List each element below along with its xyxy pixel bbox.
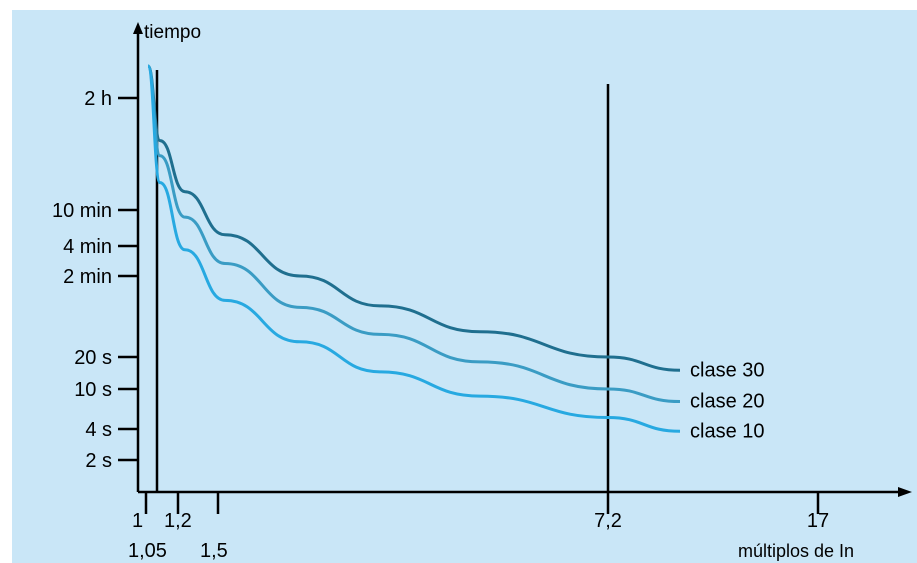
x-tick-label: 1 [132,510,143,532]
series-line [146,64,681,404]
x-axis-label: múltiplos de In [738,541,854,561]
y-tick-label: 2 min [63,266,112,288]
y-axis-arrow [133,22,143,34]
x-ticks: 1 1,05 1,2 1,5 7,2 17 [128,492,829,562]
axes: tiempo múltiplos de In [133,22,912,561]
y-tick-label: 10 s [74,379,112,401]
series-layer [146,64,681,433]
y-tick-label: 20 s [74,347,112,369]
series-label: clase 10 [690,420,765,442]
series-label: clase 30 [690,359,765,381]
y-tick-label: 2 s [85,450,112,472]
x-axis-arrow [898,487,912,497]
chart-background [12,10,917,563]
y-tick-label: 2 h [84,88,112,110]
x-tick-label: 17 [807,510,829,532]
x-tick-label: 1,2 [164,510,192,532]
series-label: clase 20 [690,391,765,413]
series-line [146,64,681,372]
x-tick-label: 1,05 [128,540,167,562]
y-axis-label: tiempo [144,22,201,43]
y-tick-label: 10 min [52,200,112,222]
y-tick-label: 4 min [63,236,112,258]
y-ticks: 2 h 10 min 4 min 2 min 20 s 10 s 4 s 2 s [52,88,138,472]
y-tick-label: 4 s [85,419,112,441]
x-tick-label: 7,2 [594,510,622,532]
series-labels: clase 30 clase 20 clase 10 [690,359,765,442]
series-line [146,64,681,433]
x-tick-label: 1,5 [200,540,228,562]
